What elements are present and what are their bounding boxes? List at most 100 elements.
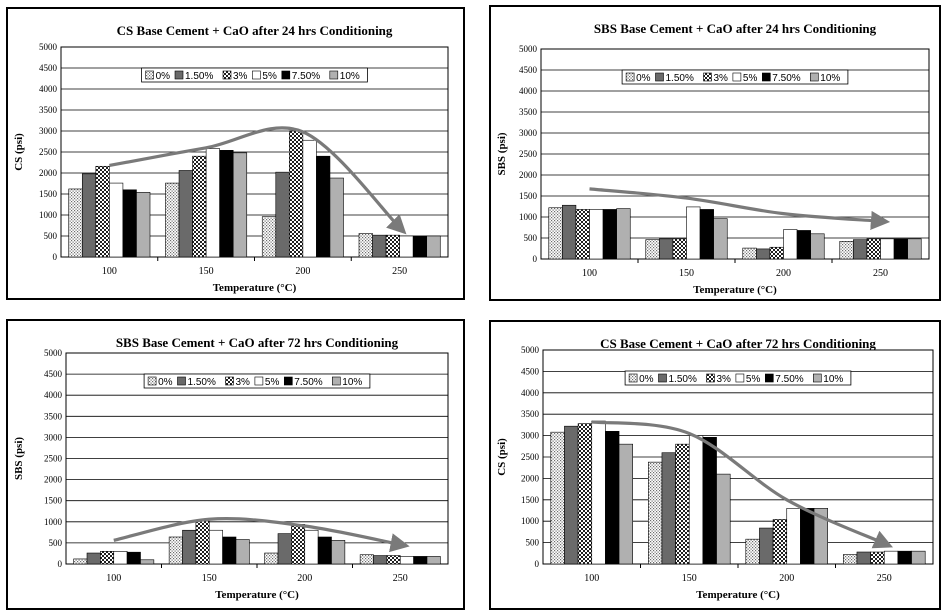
x-tick-label: 150 <box>199 266 214 277</box>
bar-1-50-150 <box>659 238 674 260</box>
y-tick-label: 3500 <box>521 409 540 419</box>
y-axis-label: CS (psi) <box>496 438 508 476</box>
chart-panel-cs-72h: CS Base Cement + CaO after 72 hrs Condit… <box>489 320 941 610</box>
x-tick-label: 250 <box>393 573 408 584</box>
legend-label-0: 0% <box>636 73 651 84</box>
legend-swatch-5 <box>732 72 742 82</box>
legend-swatch-10 <box>331 376 341 386</box>
trend-arrow <box>109 126 407 235</box>
legend-label-1-50: 1.50% <box>188 377 216 388</box>
legend-swatch-0 <box>625 72 635 82</box>
bar-7-50-200 <box>317 536 332 565</box>
bar-0-150 <box>168 536 183 565</box>
legend-label-7-50: 7.50% <box>294 377 322 388</box>
legend-label-5: 5% <box>743 73 758 84</box>
bar-1-50-150 <box>182 529 197 565</box>
x-tick-label: 200 <box>295 266 310 277</box>
bar-7-50-200 <box>800 508 815 565</box>
bar-3-200 <box>769 246 784 260</box>
y-tick-label: 0 <box>533 254 538 264</box>
bar-10-150 <box>713 218 728 260</box>
bar-0-250 <box>358 233 373 258</box>
bar-5-250 <box>883 550 899 565</box>
y-tick-label: 3000 <box>44 432 63 442</box>
legend-swatch-0 <box>147 376 157 386</box>
bar-3-100 <box>575 209 590 260</box>
legend-swatch-1-50 <box>174 70 184 80</box>
y-tick-label: 2500 <box>519 149 538 159</box>
bar-0-150 <box>645 239 660 260</box>
bar-5-150 <box>208 529 223 565</box>
y-tick-label: 4000 <box>521 388 540 398</box>
bar-3-100 <box>95 165 110 258</box>
legend-swatch-5 <box>735 373 745 383</box>
bar-0-100 <box>548 207 563 260</box>
bar-7-50-200 <box>316 155 331 258</box>
y-axis-label: CS (psi) <box>13 133 25 171</box>
y-tick-label: 2500 <box>521 452 540 462</box>
bar-3-150 <box>675 443 690 565</box>
y-tick-label: 2000 <box>39 168 58 178</box>
bar-1-50-200 <box>759 527 774 565</box>
bar-10-200 <box>813 508 828 565</box>
legend-swatch-7-50 <box>281 70 291 80</box>
bar-5-150 <box>688 435 704 565</box>
legend-swatch-5 <box>252 70 261 80</box>
bar-1-50-100 <box>81 173 97 258</box>
bar-1-50-200 <box>756 248 771 260</box>
x-tick-label: 200 <box>297 573 312 584</box>
legend-label-1-50: 1.50% <box>669 374 697 385</box>
bar-0-200 <box>261 216 277 258</box>
y-axis-label: SBS (psi) <box>13 437 25 480</box>
legend-label-1-50: 1.50% <box>666 73 694 84</box>
y-tick-label: 0 <box>53 252 58 262</box>
bar-1-50-250 <box>373 555 388 565</box>
y-tick-label: 1000 <box>521 516 540 526</box>
bar-7-50-150 <box>699 209 714 260</box>
bar-5-200 <box>783 229 798 260</box>
bar-7-50-100 <box>126 551 141 565</box>
y-tick-label: 0 <box>535 559 540 569</box>
y-tick-label: 3000 <box>521 431 540 441</box>
bar-10-250 <box>911 550 926 565</box>
y-tick-label: 4500 <box>44 369 63 379</box>
x-tick-label: 100 <box>582 268 597 279</box>
chart-panel-cs-24h: CS Base Cement + CaO after 24 hrs Condit… <box>6 7 465 300</box>
y-tick-label: 1000 <box>44 517 63 527</box>
bar-3-150 <box>192 155 207 258</box>
bar-10-250 <box>426 235 441 258</box>
legend-label-3: 3% <box>717 374 732 385</box>
legend-swatch-7-50 <box>764 373 774 383</box>
legend-label-7-50: 7.50% <box>775 374 803 385</box>
bar-0-100 <box>68 188 83 258</box>
legend-label-0: 0% <box>156 71 171 82</box>
bar-1-50-250 <box>856 551 871 565</box>
bar-5-200 <box>302 139 317 258</box>
legend-swatch-0 <box>628 373 638 383</box>
bar-0-250 <box>839 241 854 260</box>
legend-label-7-50: 7.50% <box>292 71 320 82</box>
y-tick-label: 1500 <box>521 495 540 505</box>
y-tick-label: 3000 <box>519 128 538 138</box>
chart-panel-sbs-24h: SBS Base Cement + CaO after 24 hrs Condi… <box>489 5 941 301</box>
bar-5-100 <box>113 551 128 565</box>
legend-label-10: 10% <box>823 374 843 385</box>
y-tick-label: 4500 <box>39 63 58 73</box>
x-tick-label: 150 <box>202 573 217 584</box>
bar-3-250 <box>866 238 881 260</box>
legend-swatch-3 <box>222 70 232 80</box>
y-tick-label: 2000 <box>44 475 63 485</box>
bar-0-100 <box>73 558 88 565</box>
bar-1-50-200 <box>277 533 292 565</box>
bar-5-200 <box>304 529 319 565</box>
bar-1-50-250 <box>853 239 868 260</box>
legend-swatch-3 <box>225 376 234 386</box>
bar-7-50-250 <box>893 238 908 260</box>
y-tick-label: 4000 <box>44 390 63 400</box>
y-tick-label: 2000 <box>521 473 540 483</box>
bar-1-50-100 <box>562 204 577 260</box>
bar-3-200 <box>772 519 788 565</box>
y-tick-label: 500 <box>49 538 63 548</box>
x-tick-label: 100 <box>102 266 117 277</box>
bar-10-100 <box>618 443 634 565</box>
